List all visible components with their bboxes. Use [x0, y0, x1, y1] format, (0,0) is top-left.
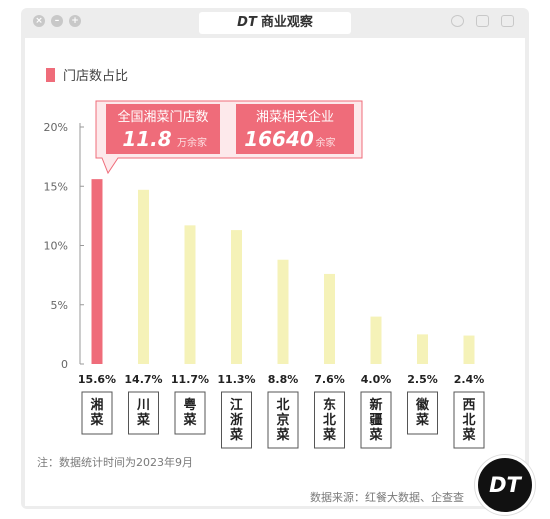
category-box [174, 391, 206, 435]
window-title-text: 商业观察 [260, 15, 313, 30]
category-label: 东北菜 [322, 397, 336, 443]
legend-swatch [46, 68, 55, 82]
category-box [407, 391, 438, 435]
brand-logo: DT [237, 15, 257, 30]
y-tick-label: 0 [61, 358, 68, 371]
category-box [314, 391, 345, 449]
close-window-button[interactable]: × [33, 15, 45, 27]
category-label: 湘菜 [89, 397, 103, 428]
category-label: 北京菜 [275, 398, 289, 443]
window-title: DT 商业观察 [199, 12, 351, 34]
bar [138, 189, 149, 364]
bar-value-label: 7.6% [314, 373, 345, 386]
bar-value-label: 2.5% [407, 373, 438, 386]
category-label: 新疆菜 [368, 397, 382, 443]
title-bar: × – + DT 商业观察 [21, 8, 529, 36]
bar [463, 335, 475, 364]
legend-label: 门店数占比 [63, 69, 128, 84]
callout-unit: 余家 [316, 136, 336, 149]
callout-value: 16640 [244, 127, 314, 151]
callout-unit: 万余家 [177, 136, 207, 149]
bar [277, 259, 289, 364]
category-box [81, 391, 113, 435]
bar-value-label: 2.4% [454, 373, 485, 386]
y-tick-label: 15% [44, 180, 68, 193]
category-label: 川菜 [136, 398, 150, 428]
bar [324, 273, 335, 364]
category-box [267, 391, 299, 449]
bar-value-label: 14.7% [124, 373, 162, 386]
callout-title: 全国湘菜门店数 [117, 109, 208, 125]
bar-value-label: 15.6% [78, 373, 116, 386]
bar-value-label: 4.0% [361, 373, 392, 386]
y-tick-label: 20% [44, 121, 68, 134]
category-label: 粤菜 [182, 397, 196, 428]
category-label: 徽菜 [415, 397, 430, 428]
minimize-window-button[interactable]: – [51, 15, 63, 27]
bar [417, 334, 428, 364]
footnote: 注：数据统计时间为2023年9月 [37, 456, 193, 469]
category-label: 西北菜 [461, 398, 475, 443]
bar-value-label: 11.7% [171, 373, 209, 386]
bar-value-label: 8.8% [268, 373, 299, 386]
category-box [128, 391, 159, 435]
chat-icon[interactable] [451, 15, 464, 27]
close-icon: × [35, 16, 43, 26]
bar [184, 225, 196, 364]
category-box [453, 391, 485, 449]
bar [91, 179, 103, 364]
data-source: 数据来源：红餐大数据、企查查 [310, 491, 464, 504]
bar [370, 316, 382, 364]
dt-badge-logo: DT [475, 455, 535, 515]
category-box [221, 391, 252, 449]
document-icon[interactable] [476, 15, 489, 27]
maximize-icon: + [71, 16, 79, 26]
callout-title: 湘菜相关企业 [256, 109, 334, 125]
bar [231, 230, 242, 364]
maximize-window-button[interactable]: + [69, 15, 81, 27]
bar-value-label: 11.3% [217, 373, 255, 386]
callout-value: 11.8 [122, 127, 171, 151]
minimize-icon: – [54, 16, 60, 26]
y-tick-label: 5% [51, 299, 68, 312]
callout-pill [106, 104, 220, 154]
folder-icon[interactable] [501, 15, 514, 27]
category-box [360, 391, 392, 449]
category-label: 江浙菜 [229, 397, 243, 443]
callout-pill [236, 104, 354, 154]
y-tick-label: 10% [44, 240, 68, 253]
